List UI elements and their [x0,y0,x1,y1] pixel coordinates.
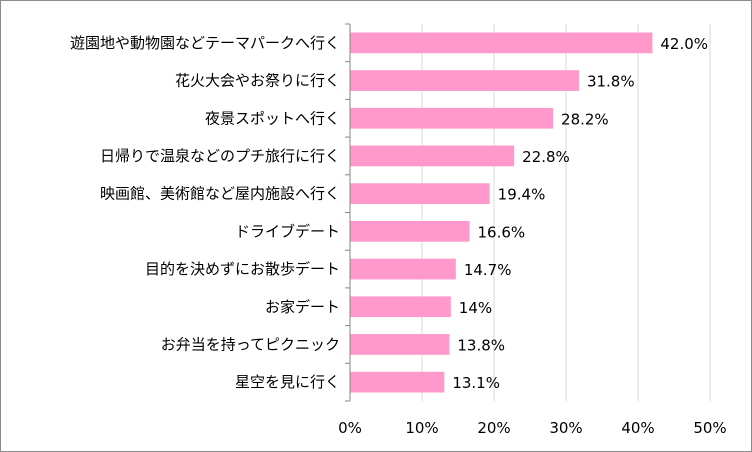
x-tick-label: 20% [477,419,510,437]
category-label: 夜景スポットへ行く [205,109,340,127]
data-label: 22.8% [522,148,570,166]
category-label: 遊園地や動物園などテーマパークへ行く [70,34,340,52]
category-label: お弁当を持ってピクニック [161,335,340,353]
data-label: 14% [459,299,492,317]
bar [350,371,445,393]
data-labels: 42.0% 31.8% 28.2% 22.8% 19.4% 16.6% 14.7% 14% 13… [452,35,708,392]
bar [350,32,653,54]
data-label: 13.8% [457,336,505,354]
category-labels: 遊園地や動物園などテーマパークへ行く花火大会やお祭りに行く夜景スポットへ行く日帰… [70,34,340,391]
data-label: 14.7% [464,261,512,279]
data-label: 16.6% [478,223,526,241]
data-label: 28.2% [561,110,609,128]
bar [350,258,456,280]
bar [350,145,515,167]
category-label: 花火大会やお祭りに行く [175,72,340,90]
category-axis [345,23,351,402]
x-tick-label: 50% [693,419,726,437]
bar [350,70,579,91]
bar [350,183,490,205]
data-label: 13.1% [452,374,500,392]
category-label: 星空を見に行く [235,373,340,391]
category-label: 目的を決めずにお散歩デート [145,260,340,278]
category-label: ドライブデート [235,222,340,240]
category-label: お家デート [265,298,340,316]
category-label: 映画館、美術館など屋内施設へ行く [100,185,340,203]
bars [350,32,653,393]
bar [350,334,450,355]
x-tick-label: 0% [338,419,362,437]
category-label: 日帰りで温泉などのプチ旅行に行く [100,147,340,165]
data-label: 31.8% [587,73,635,91]
x-tick-label: 10% [405,419,438,437]
bar [350,296,451,318]
value-axis-labels: 0% 10% 20% 30% 40% 50% [338,419,727,437]
bar [350,220,470,242]
x-tick-label: 40% [621,419,654,437]
data-label: 19.4% [498,186,546,204]
x-tick-label: 30% [549,419,582,437]
data-label: 42.0% [660,35,708,53]
bar [350,107,554,129]
